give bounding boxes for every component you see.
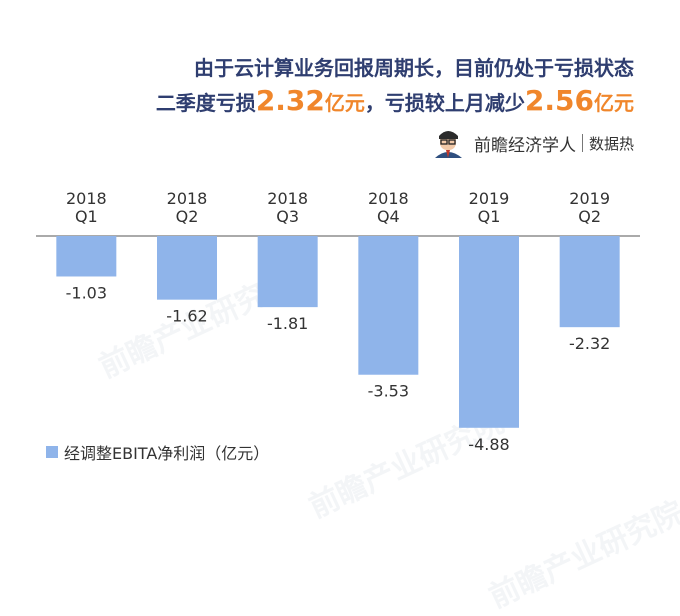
x-tick-label-year: 2018 <box>368 189 409 208</box>
loss-value: 2.32 <box>255 84 325 117</box>
headline-mid: ，亏损较上月减少 <box>364 91 525 115</box>
x-tick-label-year: 2019 <box>469 189 510 208</box>
bar <box>56 236 117 277</box>
bar <box>358 236 419 375</box>
headline-line2: 二季度亏损2.32亿元，亏损较上月减少2.56亿元 <box>156 84 634 117</box>
decrease-unit: 亿元 <box>594 91 634 115</box>
x-tick-label-quarter: Q3 <box>276 207 299 226</box>
x-tick-label-year: 2019 <box>569 189 610 208</box>
data-label: -2.32 <box>569 334 610 353</box>
x-tick-label-quarter: Q1 <box>75 207 98 226</box>
bar <box>559 236 620 328</box>
x-tick-label-year: 2018 <box>267 189 308 208</box>
x-tick-label-year: 2018 <box>66 189 107 208</box>
legend-label: 经调整EBITA净利润（亿元） <box>64 444 270 463</box>
loss-unit: 亿元 <box>324 91 365 115</box>
bar <box>157 236 217 300</box>
bar <box>459 236 519 428</box>
headline-prefix: 二季度亏损 <box>155 91 256 115</box>
x-tick-label-quarter: Q2 <box>176 207 199 226</box>
data-label: -1.81 <box>267 314 308 333</box>
x-tick-label-quarter: Q1 <box>478 207 501 226</box>
brand: 前瞻经济学人 数据热 <box>432 128 634 158</box>
legend: 经调整EBITA净利润（亿元） <box>46 440 269 464</box>
data-label: -1.03 <box>66 283 107 302</box>
brand-name: 前瞻经济学人 <box>473 135 576 156</box>
brand-subtitle: 数据热 <box>588 134 634 153</box>
brand-divider <box>581 134 583 152</box>
data-label: -3.53 <box>368 382 409 401</box>
x-tick-label-year: 2018 <box>167 189 208 208</box>
bar <box>257 236 318 308</box>
x-tick-label-quarter: Q4 <box>377 207 400 226</box>
bar-chart: 2018Q1-1.032018Q2-1.622018Q3-1.812018Q4-… <box>36 189 640 454</box>
decrease-value: 2.56 <box>524 84 594 117</box>
data-label: -1.62 <box>166 307 207 326</box>
data-label: -4.88 <box>468 435 509 454</box>
legend-swatch <box>46 446 58 458</box>
economist-avatar-icon <box>434 131 462 158</box>
x-tick-label-quarter: Q2 <box>578 207 601 226</box>
chart-page: 前瞻产业研究院 前瞻产业研究院 前瞻产业研究院 由于云计算业务回报周期长，目前仍… <box>36 56 680 616</box>
headline-line1: 由于云计算业务回报周期长，目前仍处于亏损状态 <box>194 56 634 80</box>
